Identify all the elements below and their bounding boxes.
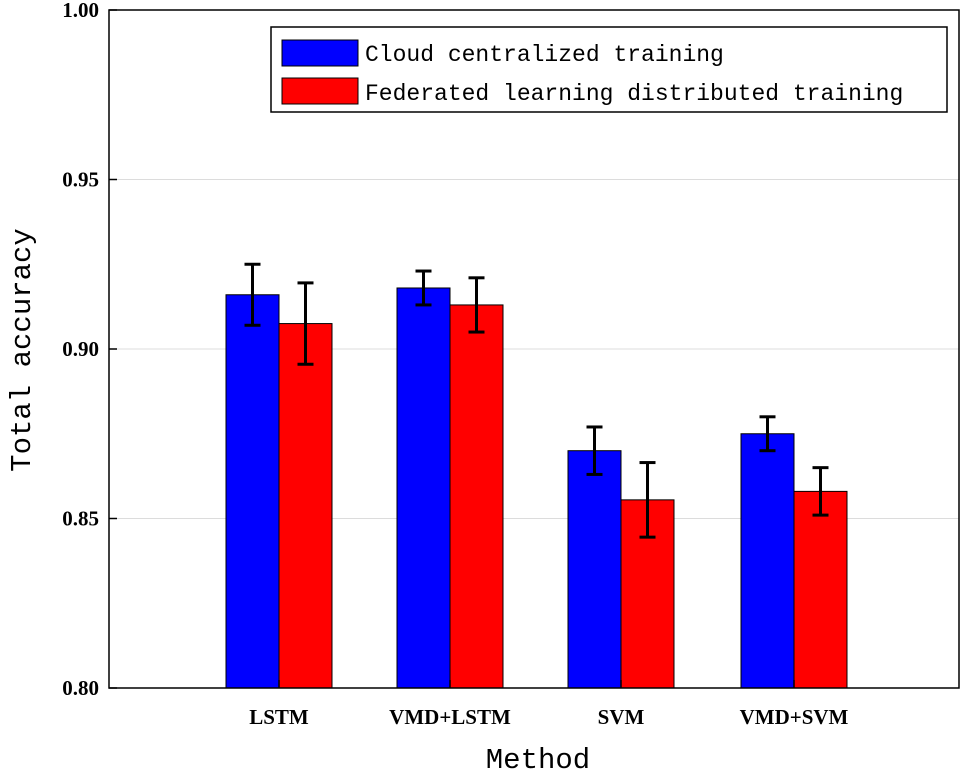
legend-label-federated: Federated learning distributed training [365,81,903,107]
y-tick-label: 0.90 [62,337,99,361]
x-axis-ticks: LSTM VMD+LSTM SVM VMD+SVM [249,680,849,729]
legend-label-cloud: Cloud centralized training [365,42,724,68]
legend-swatch-federated [281,77,359,105]
bar-cloud [396,287,451,689]
error-bars [244,262,829,539]
error-bar [586,425,603,476]
bar-cloud [740,433,795,689]
x-tick-label: VMD+SVM [740,705,849,729]
y-tick-label: 0.80 [62,676,99,700]
y-tick-label: 0.95 [62,168,99,192]
x-tick-label: LSTM [249,705,309,729]
bar-federated [278,323,333,689]
y-tick-label: 1.00 [62,0,99,22]
y-axis-ticks: 0.80 0.85 0.90 0.95 1.00 [62,0,117,700]
error-bar [759,415,776,453]
error-bar [468,276,485,334]
x-tick-label: SVM [598,705,645,729]
error-bar [812,466,829,517]
error-bar [244,262,261,327]
bar-federated [449,304,504,689]
y-axis-label: Total accuracy [6,228,39,472]
legend: Cloud centralized training Federated lea… [270,26,948,113]
bar-cloud [567,450,622,689]
error-bar [415,269,432,307]
legend-box [270,26,948,113]
x-axis-label: Method [486,744,590,774]
y-tick-label: 0.85 [62,507,99,531]
bars [225,287,848,689]
bar-federated [793,490,848,689]
legend-swatch-cloud [281,39,359,67]
x-tick-label: VMD+LSTM [389,705,511,729]
error-bar [639,461,656,539]
bar-cloud [225,294,280,689]
error-bar [297,281,314,366]
